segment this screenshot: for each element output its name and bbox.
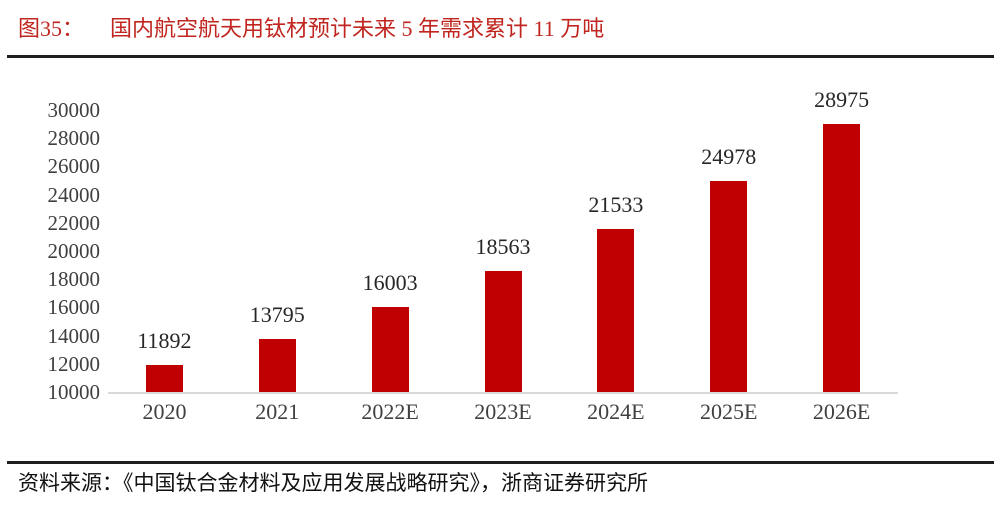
bar bbox=[710, 180, 748, 392]
bar-value-label: 11892 bbox=[137, 328, 192, 354]
y-tick-label: 24000 bbox=[47, 182, 101, 207]
plot-area: 11892 2020 13795 2021 16003 2022E 18563 2023E 21… bbox=[108, 89, 898, 424]
bar-chart: 10000 12000 14000 16000 18000 20000 22000 24000… bbox=[0, 0, 898, 460]
figure-title-text: 国内航空航天用钛材预计未来 5 年需求累计 11 万吨 bbox=[110, 16, 605, 41]
bar bbox=[597, 229, 635, 392]
figure-title: 图35： 国内航空航天用钛材预计未来 5 年需求累计 11 万吨 bbox=[18, 16, 604, 42]
y-tick-label: 14000 bbox=[47, 323, 101, 348]
y-tick-label: 12000 bbox=[47, 351, 101, 376]
y-tick-label: 16000 bbox=[47, 295, 101, 320]
y-tick-label: 22000 bbox=[47, 210, 101, 235]
bar-value-label: 16003 bbox=[362, 270, 418, 296]
y-tick-label: 30000 bbox=[47, 98, 101, 122]
y-tick-label: 26000 bbox=[47, 154, 101, 179]
bar bbox=[258, 338, 296, 392]
footer-divider-rule bbox=[7, 461, 994, 464]
title-divider-rule bbox=[7, 55, 994, 58]
y-tick-label: 10000 bbox=[47, 380, 101, 404]
x-category-label: 2021 bbox=[255, 399, 300, 424]
bar bbox=[371, 307, 409, 392]
x-category-label: 2025E bbox=[699, 399, 758, 424]
x-category-label: 2022E bbox=[361, 399, 419, 424]
bar bbox=[145, 365, 183, 392]
figure-number-label: 图35： bbox=[18, 16, 85, 41]
bar bbox=[823, 124, 861, 392]
bar-value-label: 13795 bbox=[249, 301, 305, 327]
bar-value-label: 18563 bbox=[475, 234, 531, 260]
x-category-label: 2023E bbox=[474, 399, 532, 424]
bar-value-label: 28975 bbox=[814, 87, 870, 113]
bar bbox=[484, 271, 522, 392]
y-tick-label: 18000 bbox=[47, 267, 101, 292]
bar-value-label: 24978 bbox=[701, 143, 757, 169]
x-category-label: 2024E bbox=[587, 399, 645, 424]
y-axis: 10000 12000 14000 16000 18000 20000 22000 24000… bbox=[0, 0, 101, 460]
x-category-label: 2020 bbox=[142, 399, 187, 424]
x-category-label: 2026E bbox=[812, 399, 871, 424]
y-tick-label: 20000 bbox=[47, 239, 101, 263]
source-attribution: 资料来源：《中国钛合金材料及应用发展战略研究》，浙商证券研究所 bbox=[18, 471, 648, 495]
bar-value-label: 21533 bbox=[588, 192, 644, 218]
y-tick-label: 28000 bbox=[47, 126, 101, 151]
